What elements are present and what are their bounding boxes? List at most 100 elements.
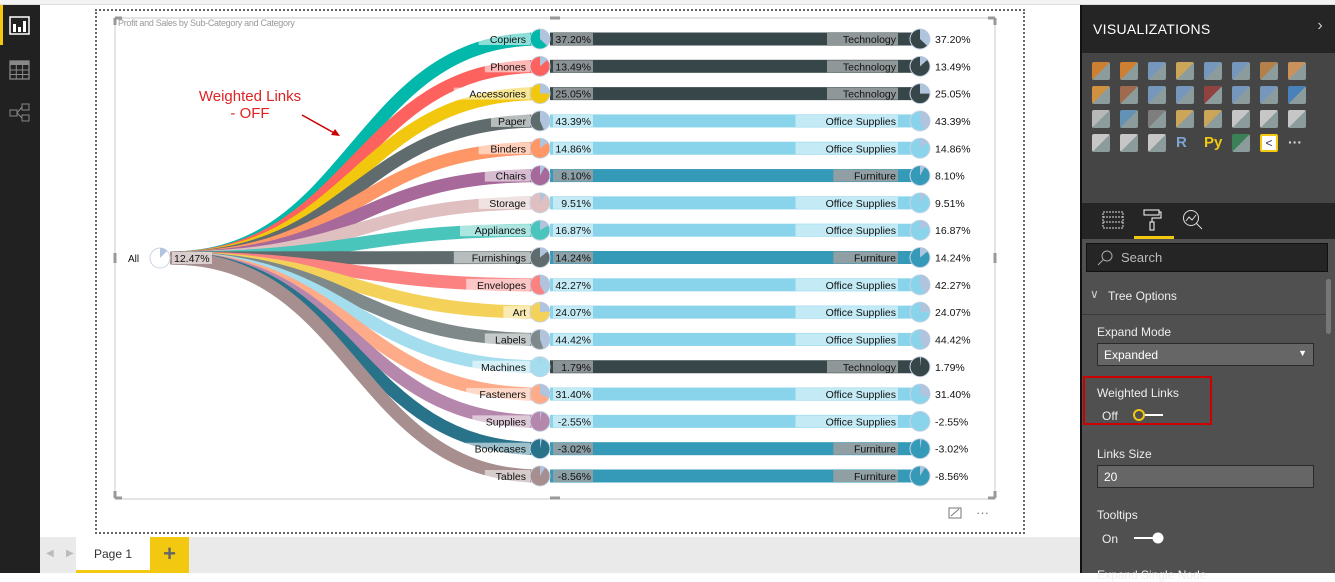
subcategory-label[interactable]: Supplies <box>486 416 526 428</box>
visual-selection-border[interactable] <box>95 9 1025 534</box>
category-label[interactable]: Furniture <box>854 171 896 183</box>
row-storage[interactable]: Storage 9.51% Office Supplies 9.51% <box>478 192 965 214</box>
donut-icon[interactable] <box>1288 86 1306 104</box>
prev-page-arrow[interactable]: ◀ <box>46 548 54 559</box>
category-label[interactable]: Technology <box>843 89 897 101</box>
row-accessories[interactable]: Accessories 25.05% Technology 25.05% <box>453 83 971 105</box>
row-supplies[interactable]: Supplies -2.55% Office Supplies -2.55% <box>472 410 968 432</box>
resize-handle-tl[interactable] <box>113 16 122 25</box>
area-icon[interactable] <box>1288 62 1306 80</box>
focus-mode-icon[interactable] <box>948 507 962 519</box>
model-view-icon[interactable] <box>8 101 32 125</box>
category-label[interactable]: Office Supplies <box>826 225 896 237</box>
subcategory-label[interactable]: Art <box>513 307 527 319</box>
subcategory-pie[interactable] <box>529 383 551 405</box>
report-view-icon[interactable] <box>8 15 32 39</box>
row-machines[interactable]: Machines 1.79% Technology 1.79% <box>472 356 965 378</box>
row-binders[interactable]: Binders 14.86% Office Supplies 14.86% <box>478 137 971 159</box>
r-visual-icon[interactable]: R <box>1176 134 1187 151</box>
category-label[interactable]: Furniture <box>854 471 896 483</box>
category-bar[interactable] <box>550 442 920 456</box>
search-input[interactable]: Search <box>1086 243 1328 272</box>
scatter-icon[interactable] <box>1232 86 1250 104</box>
slicer-icon[interactable] <box>1092 134 1110 152</box>
root-pie[interactable] <box>149 247 171 269</box>
resize-handle-tr[interactable] <box>988 16 997 25</box>
line-icon[interactable] <box>1260 62 1278 80</box>
category-pie[interactable] <box>909 465 931 487</box>
map-icon[interactable] <box>1120 110 1138 128</box>
add-page-button[interactable]: + <box>150 537 189 573</box>
category-label[interactable]: Furniture <box>854 444 896 456</box>
tree-visual-icon[interactable]: < <box>1260 134 1278 152</box>
subcategory-label[interactable]: Appliances <box>475 225 526 237</box>
tooltips-toggle[interactable] <box>1132 531 1166 545</box>
more-options-icon[interactable]: ··· <box>976 505 989 520</box>
row-tables[interactable]: Tables -8.56% Furniture -8.56% <box>484 465 968 487</box>
subcategory-label[interactable]: Envelopes <box>477 280 526 292</box>
category-bar[interactable] <box>550 251 920 264</box>
subcategory-pie[interactable] <box>529 219 551 241</box>
resize-handle-top[interactable] <box>550 16 560 20</box>
subcategory-pie[interactable] <box>529 410 551 432</box>
resize-handle-right[interactable] <box>993 253 997 263</box>
subcategory-pie[interactable] <box>529 465 551 487</box>
category-label[interactable]: Office Supplies <box>826 334 896 346</box>
category-label[interactable]: Furniture <box>854 253 896 265</box>
category-pie[interactable] <box>909 274 931 296</box>
row-copiers[interactable]: Copiers 37.20% Technology 37.20% <box>478 28 971 50</box>
category-bar[interactable] <box>550 169 920 183</box>
100-column-icon[interactable] <box>1232 62 1250 80</box>
resize-handle-bottom[interactable] <box>550 496 560 500</box>
row-paper[interactable]: Paper 43.39% Office Supplies 43.39% <box>491 110 971 132</box>
resize-handle-bl[interactable] <box>113 491 122 500</box>
category-pie[interactable] <box>909 83 931 105</box>
subcategory-label[interactable]: Copiers <box>490 34 526 46</box>
fields-tab-icon[interactable] <box>1102 211 1124 229</box>
row-fasteners[interactable]: Fasteners 31.40% Office Supplies 31.40% <box>466 383 971 405</box>
links-size-input[interactable]: 20 <box>1097 465 1314 488</box>
subcategory-pie[interactable] <box>529 165 551 187</box>
collapse-pane-icon[interactable]: › <box>1317 17 1323 34</box>
pane-scrollbar[interactable] <box>1326 279 1331 334</box>
subcategory-pie[interactable] <box>529 110 551 132</box>
pie-icon[interactable] <box>1260 86 1278 104</box>
multi-row-card-icon[interactable] <box>1260 110 1278 128</box>
category-pie[interactable] <box>909 165 931 187</box>
weighted-links-toggle[interactable] <box>1132 408 1166 422</box>
category-label[interactable]: Office Supplies <box>826 143 896 155</box>
subcategory-label[interactable]: Chairs <box>496 171 526 183</box>
ribbon-icon[interactable] <box>1176 86 1194 104</box>
subcategory-label[interactable]: Machines <box>481 362 526 374</box>
subcategory-pie[interactable] <box>529 356 551 378</box>
subcategory-pie[interactable] <box>529 274 551 296</box>
category-pie[interactable] <box>909 55 931 77</box>
category-pie[interactable] <box>909 410 931 432</box>
expand-mode-select[interactable]: Expanded ▼ <box>1097 343 1314 366</box>
stacked-bar-icon[interactable] <box>1092 62 1110 80</box>
category-label[interactable]: Office Supplies <box>826 307 896 319</box>
subcategory-pie[interactable] <box>529 55 551 77</box>
category-label[interactable]: Technology <box>843 34 897 46</box>
subcategory-pie[interactable] <box>529 192 551 214</box>
subcategory-label[interactable]: Tables <box>496 471 526 483</box>
stacked-area-icon[interactable] <box>1092 86 1110 104</box>
line-column-icon[interactable] <box>1120 86 1138 104</box>
subcategory-label[interactable]: Binders <box>490 143 526 155</box>
row-bookcases[interactable]: Bookcases -3.02% Furniture -3.02% <box>466 438 968 460</box>
table-icon[interactable] <box>1120 134 1138 152</box>
subcategory-label[interactable]: Furnishings <box>472 253 526 265</box>
subcategory-pie[interactable] <box>529 83 551 105</box>
kpi-icon[interactable] <box>1288 110 1306 128</box>
card-icon[interactable] <box>1232 110 1250 128</box>
category-pie[interactable] <box>909 137 931 159</box>
subcategory-pie[interactable] <box>529 28 551 50</box>
subcategory-label[interactable]: Fasteners <box>479 389 526 401</box>
subcategory-label[interactable]: Paper <box>498 116 527 128</box>
filled-map-icon[interactable] <box>1148 110 1166 128</box>
clustered-bar-icon[interactable] <box>1148 62 1166 80</box>
category-label[interactable]: Technology <box>843 362 897 374</box>
more-icon[interactable]: ··· <box>1288 134 1302 150</box>
category-label[interactable]: Office Supplies <box>826 389 896 401</box>
globe-icon[interactable] <box>1232 134 1250 152</box>
